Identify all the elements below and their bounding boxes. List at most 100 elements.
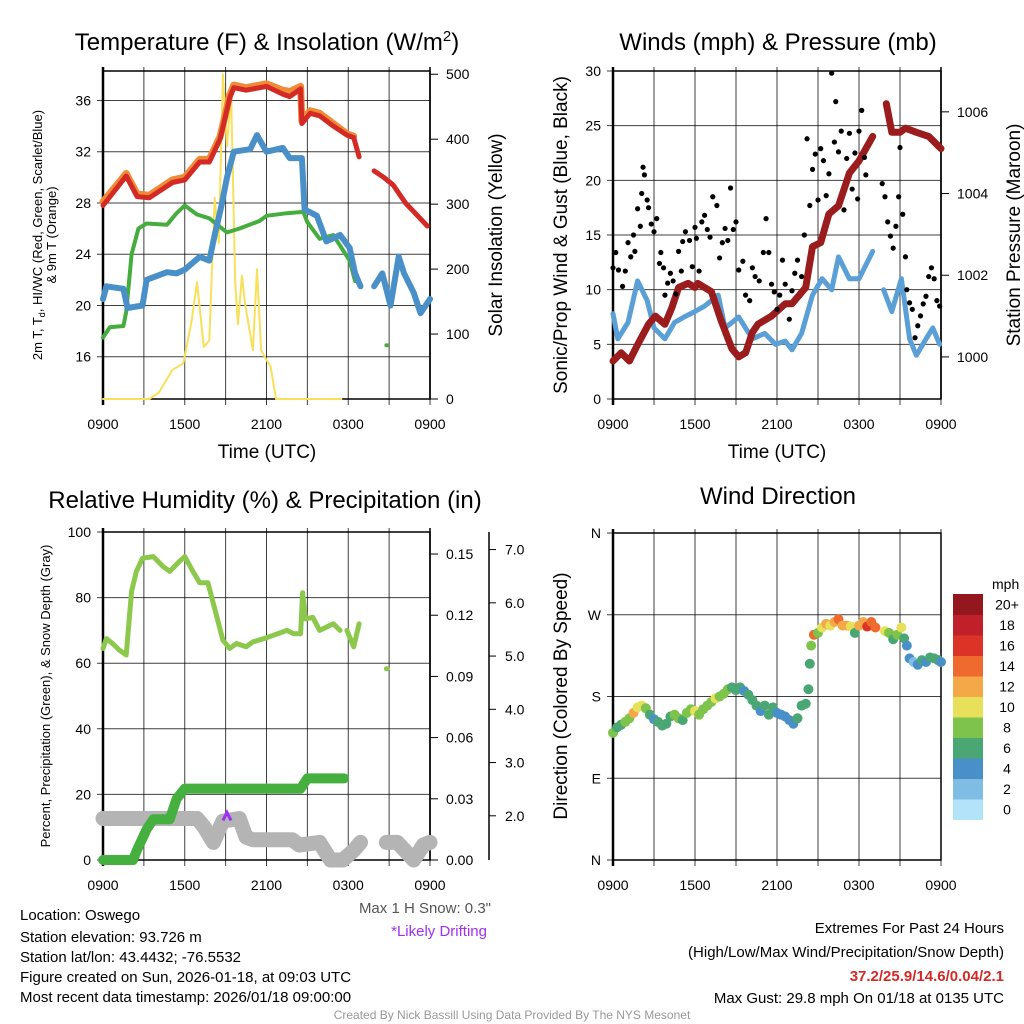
gust-point bbox=[885, 219, 891, 225]
gust-point bbox=[665, 280, 671, 286]
y-left-tick-label: 16 bbox=[75, 349, 91, 365]
gust-point bbox=[804, 136, 810, 142]
x-tick-label: 0300 bbox=[333, 416, 364, 432]
gust-point bbox=[915, 323, 921, 329]
series-td-line bbox=[101, 203, 358, 340]
gust-point bbox=[782, 281, 788, 287]
gust-point bbox=[689, 264, 695, 270]
y-left-tick-label: 20 bbox=[585, 172, 601, 188]
gust-point bbox=[833, 99, 839, 105]
rh-chart-title: Relative Humidity (%) & Precipitation (i… bbox=[48, 487, 481, 514]
y-left-tick-label: N bbox=[591, 852, 601, 868]
gust-point bbox=[763, 216, 769, 222]
colorbar-label: 20+ bbox=[995, 596, 1019, 612]
gust-point bbox=[722, 225, 728, 232]
y-left-tick-label: N bbox=[591, 525, 601, 541]
gust-point bbox=[771, 289, 777, 295]
series-snow-line bbox=[378, 834, 438, 868]
gust-point bbox=[835, 149, 842, 155]
y-right-tick-label: 1004 bbox=[957, 186, 988, 202]
colorbar-label: 18 bbox=[999, 617, 1015, 633]
gust-point bbox=[610, 265, 616, 271]
gust-point bbox=[794, 257, 801, 263]
gust-point bbox=[809, 166, 816, 172]
gust-point bbox=[768, 281, 775, 287]
temp-y-left-label: 2m T, Td, HI/WC (Red, Green, Scarlet/Blu… bbox=[30, 110, 59, 360]
gust-point bbox=[896, 194, 902, 200]
y-far-right-tick-label: 2.0 bbox=[505, 808, 525, 824]
x-tick-label: 0300 bbox=[843, 416, 874, 432]
gust-point bbox=[879, 181, 885, 187]
y-right-tick-label: 1002 bbox=[957, 267, 988, 283]
x-tick-label: 2100 bbox=[761, 877, 792, 893]
x-tick-label: 0300 bbox=[843, 877, 874, 893]
gust-point bbox=[923, 293, 929, 299]
gust-point bbox=[667, 270, 674, 276]
gust-point bbox=[686, 237, 693, 244]
gust-point bbox=[727, 185, 734, 191]
gust-point bbox=[673, 291, 679, 297]
gust-point bbox=[760, 249, 766, 256]
gust-point bbox=[637, 223, 643, 229]
y-left-tick-label: 20 bbox=[75, 786, 91, 802]
gust-point bbox=[928, 265, 935, 271]
gust-point bbox=[678, 268, 684, 274]
y-left-tick-label: 5 bbox=[593, 336, 601, 352]
y-left-tick-label: 10 bbox=[585, 282, 601, 298]
gust-point bbox=[799, 273, 805, 280]
y-right-tick-label: 1006 bbox=[957, 104, 988, 120]
wind-y-left-label: Sonic/Prop Wind & Gust (Blue, Black) bbox=[551, 76, 572, 394]
x-tick-label: 0900 bbox=[87, 416, 118, 432]
gust-point bbox=[619, 283, 626, 289]
wind-direction-point bbox=[800, 698, 811, 709]
gust-point bbox=[658, 249, 664, 256]
wind-direction-point bbox=[936, 656, 946, 667]
gust-point bbox=[676, 248, 682, 254]
colorbar-swatch bbox=[953, 696, 983, 718]
gust-point bbox=[701, 212, 708, 218]
colorbar-label: 0 bbox=[1003, 801, 1011, 817]
y-left-tick-label: 80 bbox=[75, 590, 91, 606]
drift-marker bbox=[221, 809, 233, 822]
y-left-tick-label: 0 bbox=[593, 391, 601, 407]
wind-direction-point bbox=[806, 640, 817, 651]
x-tick-label: 1500 bbox=[679, 416, 710, 432]
gust-point bbox=[615, 267, 622, 273]
gust-point bbox=[644, 197, 650, 203]
gust-point bbox=[640, 164, 646, 170]
series-wc-line bbox=[371, 253, 433, 317]
wind-chart-title: Winds (mph) & Pressure (mb) bbox=[619, 29, 936, 56]
gust-point bbox=[855, 196, 861, 202]
gust-point bbox=[852, 150, 858, 156]
figure-created: Figure created on Sun, 2026-01-18, at 09… bbox=[20, 969, 351, 986]
wind-direction-point bbox=[792, 713, 803, 724]
gust-point bbox=[882, 194, 888, 200]
gust-point bbox=[752, 273, 758, 280]
gust-point bbox=[812, 151, 818, 157]
gust-point bbox=[774, 306, 780, 312]
temp-x-axis-label: Time (UTC) bbox=[218, 442, 317, 463]
series-pressure-line bbox=[609, 132, 877, 365]
x-tick-label: 1500 bbox=[169, 416, 200, 432]
gust-point bbox=[651, 229, 657, 235]
x-tick-label: 0900 bbox=[414, 416, 445, 432]
gust-point bbox=[777, 292, 783, 298]
y-left-tick-label: S bbox=[592, 689, 601, 705]
gust-point bbox=[820, 158, 827, 164]
colorbar-label: 12 bbox=[999, 678, 1015, 694]
dir-chart-title: Wind Direction bbox=[700, 483, 856, 510]
extremes-fields: (High/Low/Max Wind/Precipitation/Snow De… bbox=[688, 944, 1004, 961]
gust-point bbox=[890, 245, 896, 251]
speed-colorbar: mph 0 2 4 6 8 10 12 14 16 18 20+ bbox=[953, 576, 1019, 820]
wind-direction-point bbox=[759, 700, 770, 711]
gust-point bbox=[630, 232, 637, 238]
y-left-tick-label: 25 bbox=[585, 118, 601, 134]
max-gust: Max Gust: 29.8 mph On 01/18 at 0135 UTC bbox=[714, 990, 1004, 1007]
gust-point bbox=[856, 128, 862, 134]
dir-y-left-label: Direction (Colored By Speed) bbox=[551, 572, 572, 819]
colorbar-swatch bbox=[953, 614, 983, 636]
gust-point bbox=[926, 273, 932, 280]
gust-point bbox=[826, 171, 832, 177]
gust-point bbox=[733, 219, 739, 225]
temp-chart-title: Temperature (F) & Insolation (W/m2) bbox=[75, 28, 459, 56]
